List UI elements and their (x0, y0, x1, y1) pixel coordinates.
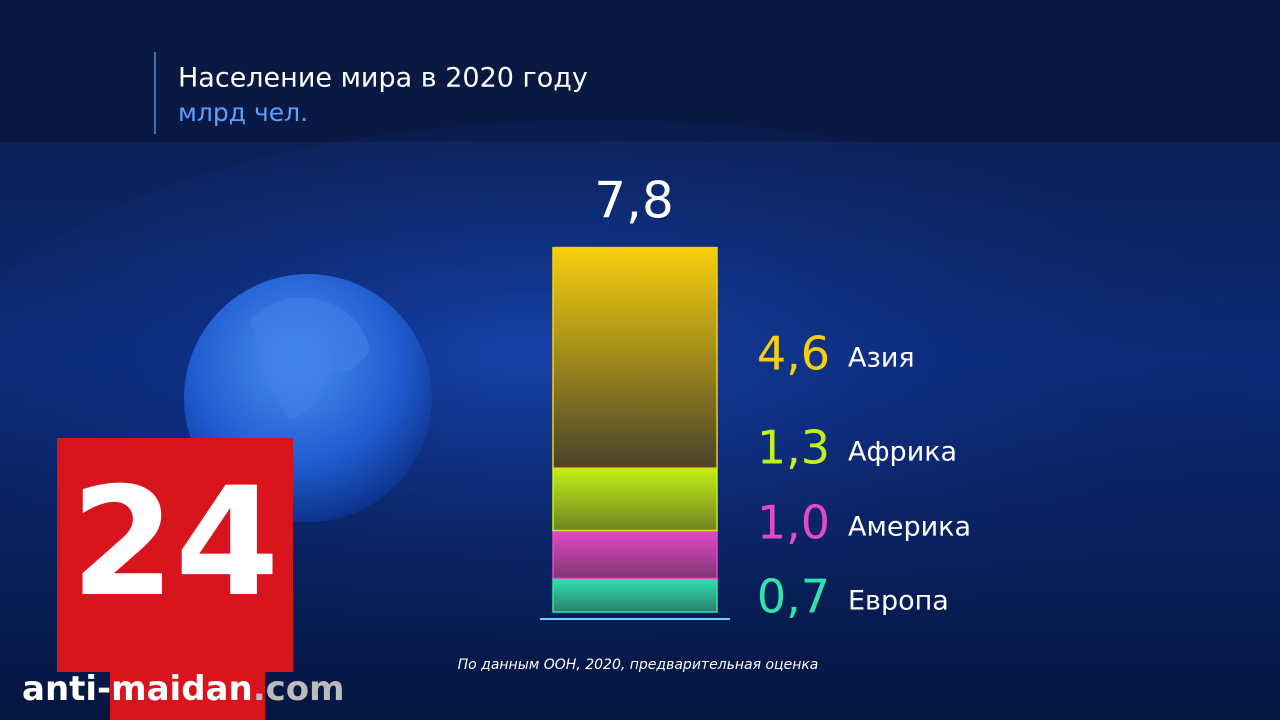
total-label: 7,8 (594, 172, 674, 230)
watermark-box (110, 660, 265, 720)
watermark-middle: maidan (111, 669, 253, 709)
source-note: По данным ООН, 2020, предварительная оце… (458, 657, 819, 673)
bar-segment (552, 467, 718, 532)
value-label: 4,6 (757, 327, 830, 381)
bar-segment (552, 577, 718, 613)
watermark-right: .com (253, 669, 345, 709)
legend-label: Африка (848, 437, 957, 468)
logo-text: 24 (71, 456, 280, 630)
bar-segment (552, 246, 718, 469)
legend-label: Америка (848, 512, 971, 543)
legend-label: Европа (848, 586, 949, 617)
watermark-left: anti- (22, 669, 111, 709)
value-label: 1,0 (757, 496, 830, 550)
bar-segment (552, 529, 718, 580)
legend-label: Азия (848, 343, 915, 374)
chart-title: Население мира в 2020 году (178, 63, 588, 94)
logo-box (57, 438, 293, 672)
value-label: 1,3 (757, 421, 830, 475)
watermark: anti-maidan.com (22, 669, 345, 709)
header-band (0, 0, 1280, 142)
value-label: 0,7 (757, 570, 830, 624)
chart-subtitle: млрд чел. (178, 98, 308, 127)
globe-land (250, 297, 370, 420)
